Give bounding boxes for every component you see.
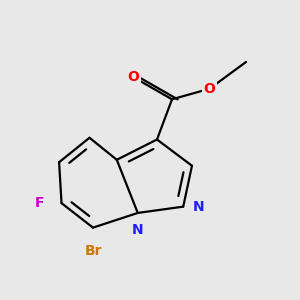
Text: O: O xyxy=(203,82,215,96)
Text: N: N xyxy=(132,223,144,237)
Text: Br: Br xyxy=(84,244,102,258)
Text: O: O xyxy=(128,70,140,84)
Text: F: F xyxy=(35,196,45,210)
Text: N: N xyxy=(193,200,205,214)
